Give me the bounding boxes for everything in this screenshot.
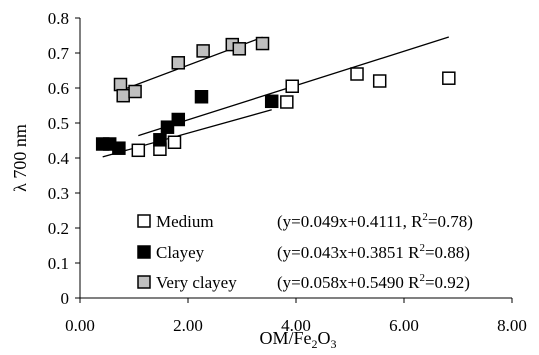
x-axis-label-part: O [318, 328, 331, 348]
x-tick-label: 2.00 [173, 316, 203, 335]
equation-text: (y=0.043x+0.3851 R [277, 243, 420, 262]
point-medium [167, 135, 182, 149]
y-tick-label: 0.5 [48, 114, 69, 133]
y-tick-label: 0 [61, 289, 70, 308]
legend: Medium (y=0.049x+0.4111, R2=0.78)Clayey (y… [137, 211, 473, 292]
legend-label-very-clayey: Very clayey [156, 273, 237, 292]
equation-very-clayey: (y=0.058x+0.5490 R2=0.92) [277, 272, 470, 292]
point-medium [372, 74, 387, 88]
x-axis-label-subscript: 2 [312, 337, 318, 351]
point-very-clayey [255, 36, 270, 51]
equation-clayey: (y=0.043x+0.3851 R2=0.88) [277, 242, 470, 262]
equation-medium: (y=0.049x+0.4111, R2=0.78) [277, 211, 473, 231]
point-clayey [194, 90, 209, 104]
point-medium [285, 79, 299, 93]
legend-label-medium: Medium [156, 212, 214, 231]
equation-superscript: 2 [422, 211, 428, 223]
x-tick-label: 0.00 [65, 316, 95, 335]
legend-marker-very-clayey [137, 275, 151, 289]
point-very-clayey [128, 84, 142, 99]
equation-text: (y=0.049x+0.4111, R [277, 212, 423, 231]
y-tick-label: 0.8 [48, 9, 69, 28]
point-clayey [160, 120, 175, 134]
trendline-clayey [102, 109, 272, 158]
x-axis-label-subscript: 3 [331, 337, 337, 351]
legend-label-clayey: Clayey [156, 243, 205, 262]
equation-superscript: 2 [419, 242, 425, 254]
point-medium [280, 95, 294, 109]
point-clayey [264, 94, 279, 109]
point-medium [350, 67, 364, 81]
x-axis-label-part: OM/Fe [259, 328, 311, 348]
x-tick-label: 6.00 [389, 316, 419, 335]
point-very-clayey [116, 88, 130, 103]
y-tick-label: 0.2 [48, 219, 69, 238]
data-points [95, 36, 456, 158]
equation-text: =0.92) [425, 273, 470, 292]
point-medium [131, 143, 146, 158]
point-very-clayey [171, 56, 186, 70]
x-axis-label: OM/Fe2O3 [259, 328, 336, 351]
y-tick-label: 0.3 [48, 184, 69, 203]
y-axis-label: λ 700 nm [10, 124, 30, 192]
y-tick-label: 0.6 [48, 79, 69, 98]
equation-text: =0.88) [425, 243, 470, 262]
axes: 0 0.1 0.2 0.3 0.4 0.5 0.6 0.7 0.8 0.00 2.00 4.00 6.0… [10, 9, 527, 351]
legend-marker-medium [137, 214, 151, 228]
x-tick-label: 4.00 [281, 316, 311, 335]
point-very-clayey [196, 44, 210, 58]
legend-marker-clayey [137, 245, 151, 259]
y-tick-label: 0.4 [48, 149, 70, 168]
point-clayey [171, 112, 186, 127]
point-clayey [153, 133, 167, 147]
point-clayey [112, 141, 126, 155]
y-tick-label: 0.1 [48, 254, 69, 273]
equation-text: (y=0.058x+0.5490 R [277, 273, 420, 292]
x-tick-label: 8.00 [497, 316, 527, 335]
y-tick-label: 0.7 [48, 44, 70, 63]
point-very-clayey [113, 77, 128, 92]
equation-superscript: 2 [419, 272, 425, 284]
equation-text: =0.78) [428, 212, 473, 231]
point-medium [442, 71, 456, 85]
point-very-clayey [232, 42, 247, 56]
